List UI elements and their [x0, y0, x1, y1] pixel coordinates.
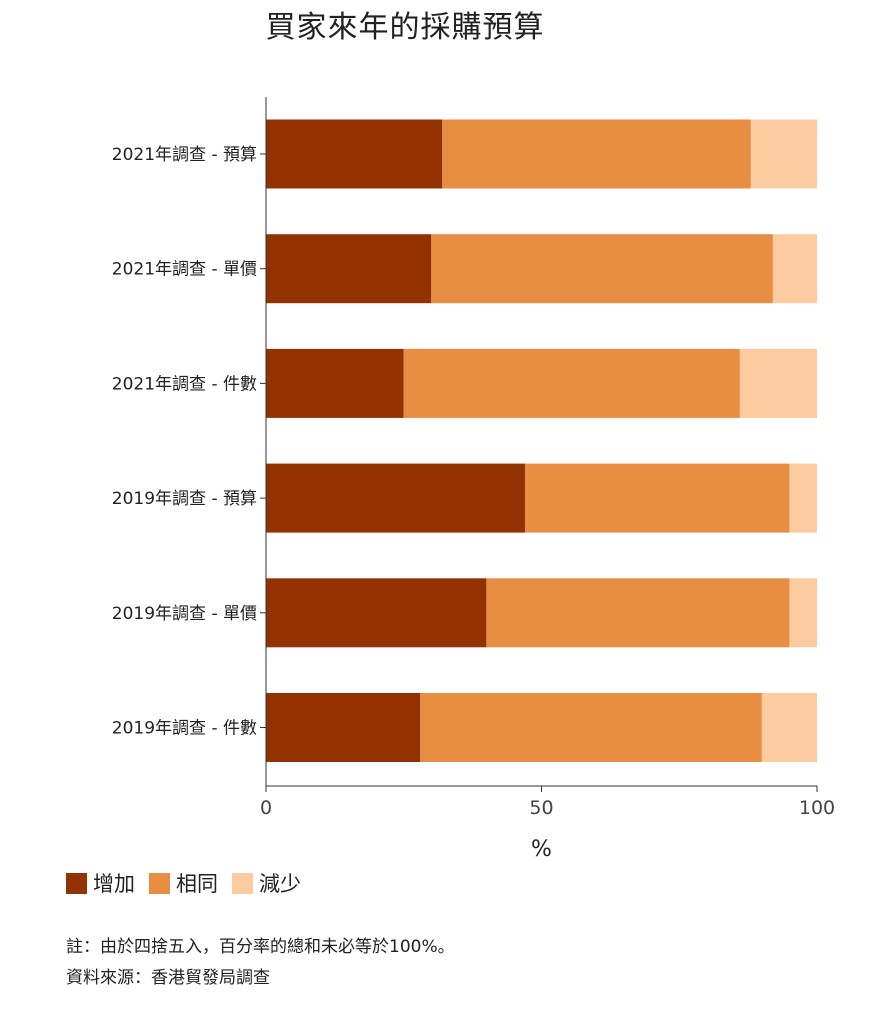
legend-swatch-decrease — [232, 872, 253, 894]
bar-segment-increase — [266, 693, 421, 762]
legend-item-increase: 增加 — [66, 868, 135, 898]
x-tick-label: 0 — [260, 797, 272, 819]
bar-segment-decrease — [789, 578, 817, 648]
legend-item-same: 相同 — [149, 868, 218, 898]
bar-segment-decrease — [750, 119, 817, 189]
bar-segment-same — [442, 119, 751, 189]
legend-swatch-increase — [66, 872, 87, 894]
bar-segment-increase — [266, 119, 443, 189]
bar-segment-increase — [266, 578, 487, 648]
bar-segment-same — [486, 578, 790, 648]
y-tick-label: 2019年調查 - 預算 — [112, 489, 257, 509]
chart-title: 買家來年的採購預算 — [265, 10, 545, 45]
legend: 增加 相同 減少 — [66, 868, 315, 898]
bar-segment-same — [431, 234, 773, 304]
legend-label-same: 相同 — [176, 872, 218, 896]
legend-item-decrease: 減少 — [232, 868, 301, 898]
y-tick-label: 2021年調查 - 單價 — [112, 260, 257, 280]
x-tick-label: 100 — [799, 797, 835, 819]
source-note: 資料來源：香港貿發局調查 — [66, 968, 270, 988]
legend-swatch-same — [149, 872, 170, 894]
bar-segment-decrease — [789, 463, 817, 533]
legend-label-decrease: 減少 — [259, 872, 301, 896]
y-tick-label: 2019年調查 - 單價 — [112, 604, 257, 624]
bar-segment-increase — [266, 463, 525, 533]
footnotes: 註：由於四捨五入，百分率的總和未必等於100%。 資料來源：香港貿發局調查 — [66, 932, 455, 994]
bar-segment-decrease — [739, 348, 817, 418]
bar-segment-same — [420, 693, 762, 762]
y-tick-label: 2019年調查 - 件數 — [112, 719, 257, 739]
bar-segment-decrease — [761, 693, 817, 762]
bar-segment-increase — [266, 234, 432, 304]
x-tick-label: 50 — [529, 797, 553, 819]
bar-segment-same — [403, 348, 740, 418]
y-tick-label: 2021年調查 - 件數 — [112, 374, 257, 394]
bar-segment-increase — [266, 348, 404, 418]
y-tick-label: 2021年調查 - 預算 — [112, 145, 257, 165]
legend-label-increase: 增加 — [93, 872, 135, 896]
rounding-note: 註：由於四捨五入，百分率的總和未必等於100%。 — [66, 937, 455, 957]
bar-segment-same — [524, 463, 790, 533]
x-axis-label: % — [531, 837, 552, 862]
stacked-bar-chart: 2021年調查 - 預算 2021年調查 - 單價 2021年調查 - 件數 2019… — [112, 97, 835, 862]
bar-segment-decrease — [772, 234, 817, 304]
